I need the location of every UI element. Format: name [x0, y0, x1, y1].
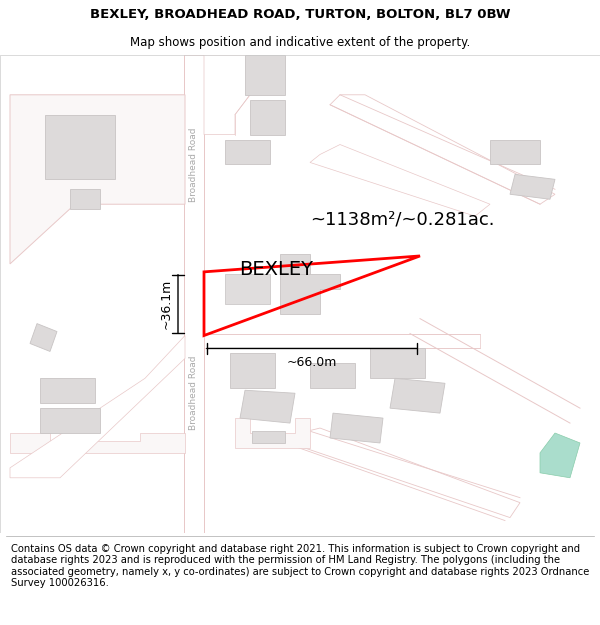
- Polygon shape: [250, 100, 285, 134]
- Polygon shape: [40, 378, 95, 403]
- Text: ~1138m²/~0.281ac.: ~1138m²/~0.281ac.: [310, 210, 494, 228]
- Text: BEXLEY: BEXLEY: [239, 261, 313, 279]
- Polygon shape: [235, 418, 310, 448]
- Polygon shape: [30, 324, 57, 351]
- Polygon shape: [225, 274, 270, 304]
- Polygon shape: [230, 354, 275, 388]
- Polygon shape: [40, 408, 100, 433]
- Text: Map shows position and indicative extent of the property.: Map shows position and indicative extent…: [130, 36, 470, 49]
- Text: Broadhead Road: Broadhead Road: [190, 356, 199, 431]
- Polygon shape: [310, 144, 490, 216]
- Polygon shape: [280, 274, 340, 314]
- Polygon shape: [10, 95, 185, 264]
- Polygon shape: [540, 433, 580, 478]
- Polygon shape: [204, 334, 480, 349]
- Polygon shape: [184, 55, 204, 532]
- Text: Broadhead Road: Broadhead Road: [190, 127, 199, 202]
- Polygon shape: [290, 428, 520, 518]
- Polygon shape: [310, 363, 355, 388]
- Polygon shape: [490, 139, 540, 164]
- Polygon shape: [370, 349, 425, 378]
- Text: ~66.0m: ~66.0m: [287, 356, 337, 369]
- Polygon shape: [245, 55, 285, 95]
- Polygon shape: [70, 189, 100, 209]
- Polygon shape: [10, 336, 185, 478]
- Text: Contains OS data © Crown copyright and database right 2021. This information is : Contains OS data © Crown copyright and d…: [11, 544, 589, 588]
- Polygon shape: [204, 55, 250, 134]
- Text: BEXLEY, BROADHEAD ROAD, TURTON, BOLTON, BL7 0BW: BEXLEY, BROADHEAD ROAD, TURTON, BOLTON, …: [90, 8, 510, 21]
- Polygon shape: [10, 433, 185, 453]
- Polygon shape: [330, 413, 383, 443]
- Polygon shape: [252, 431, 285, 443]
- Polygon shape: [240, 390, 295, 423]
- Text: ~36.1m: ~36.1m: [160, 279, 173, 329]
- Polygon shape: [330, 95, 555, 204]
- Polygon shape: [45, 115, 115, 179]
- Polygon shape: [280, 254, 310, 274]
- Polygon shape: [225, 139, 270, 164]
- Polygon shape: [510, 174, 555, 199]
- Polygon shape: [390, 378, 445, 413]
